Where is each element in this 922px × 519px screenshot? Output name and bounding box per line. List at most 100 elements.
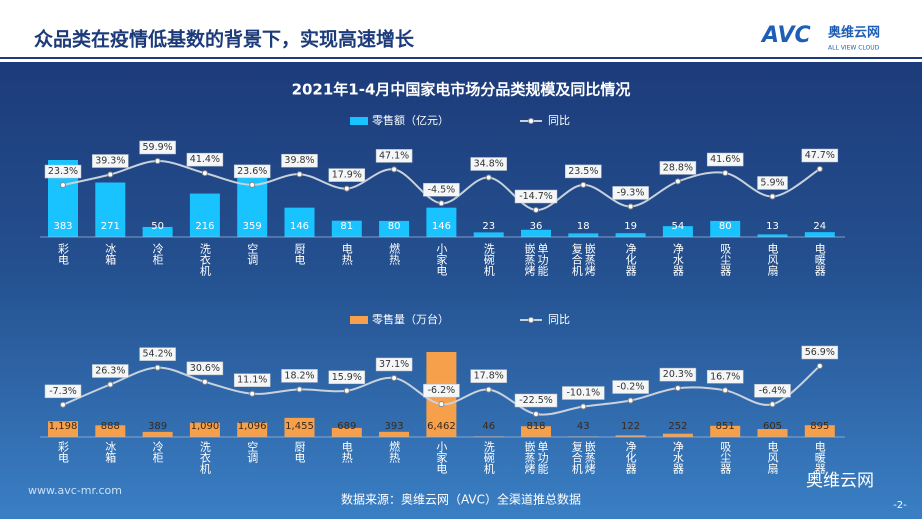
x-tick-label: 单功能嵌蒸烤 (523, 441, 549, 474)
bar-value-label: 393 (385, 421, 404, 432)
legend-label: 同比 (548, 114, 570, 127)
yoy-label: 39.3% (95, 156, 125, 167)
yoy-label-box (562, 386, 605, 400)
yoy-label-box (801, 345, 839, 360)
yoy-label-box (423, 383, 460, 398)
bar-value-label: 252 (668, 421, 687, 432)
bar (615, 233, 646, 237)
yoy-label-box (612, 380, 649, 394)
bar (379, 431, 410, 437)
yoy-label: 56.9% (805, 347, 835, 358)
bar-value-label: 81 (340, 221, 353, 232)
bar (662, 226, 693, 237)
x-tick-label: 单功能嵌蒸烤 (523, 243, 549, 276)
x-tick-label: 电风扇 (766, 243, 779, 276)
yoy-marker (107, 381, 114, 388)
yoy-marker (391, 374, 398, 381)
yoy-label-box (186, 152, 224, 167)
chart-panel (0, 62, 922, 519)
yoy-label: 34.8% (474, 158, 504, 169)
bar (379, 220, 410, 237)
x-tick-label: 彩电 (56, 441, 70, 463)
bar-value-label: 888 (101, 421, 120, 432)
yoy-marker (296, 171, 303, 178)
yoy-label-box (706, 152, 744, 167)
bar-value-label: 122 (621, 421, 640, 432)
x-tick-label: 电热 (340, 441, 354, 463)
legend-marker (528, 317, 534, 323)
bar (189, 193, 220, 237)
yoy-label: -10.1% (566, 388, 600, 399)
bar-value-label: 1,455 (285, 421, 314, 432)
yoy-label-box (754, 384, 791, 398)
bar-value-label: 80 (388, 221, 401, 232)
yoy-label-box (281, 369, 318, 383)
legend-label: 同比 (548, 313, 570, 326)
x-tick-label: 净水器 (671, 243, 685, 276)
bar (662, 433, 693, 437)
x-tick-label: 燃热 (387, 441, 401, 463)
x-tick-label: 空调 (245, 243, 259, 265)
bar (142, 431, 173, 437)
bar-value-label: 689 (337, 421, 356, 432)
yoy-label: 30.6% (190, 363, 220, 374)
bar (189, 422, 220, 437)
yoy-label-box (328, 370, 366, 385)
x-tick-label: 洗衣机 (198, 243, 212, 276)
yoy-marker (816, 363, 823, 369)
bar (48, 421, 78, 437)
bar (757, 234, 788, 237)
yoy-marker (201, 378, 208, 385)
yoy-label: -7.3% (49, 386, 77, 397)
yoy-marker (722, 387, 729, 394)
wechat-mark: 奥维云网 (806, 471, 874, 491)
yoy-label: 41.6% (710, 154, 740, 165)
yoy-marker (485, 386, 492, 393)
yoy-label: -4.5% (428, 184, 456, 195)
yoy-label: 59.9% (143, 142, 173, 153)
yoy-label: 47.7% (805, 150, 835, 161)
yoy-marker (249, 390, 256, 397)
yoy-marker (107, 171, 114, 178)
bar (804, 425, 835, 437)
yoy-marker (60, 182, 66, 189)
bar-value-label: 818 (526, 421, 545, 432)
yoy-label: 17.9% (332, 170, 362, 181)
bar (95, 425, 126, 437)
bar (284, 417, 315, 437)
x-tick-label: 净水器 (671, 441, 685, 474)
bar (426, 207, 457, 237)
yoy-label: -0.2% (617, 382, 645, 393)
bar-value-label: 24 (813, 221, 826, 232)
x-tick-label: 吸尘器 (718, 243, 732, 276)
yoy-label: 15.9% (332, 372, 362, 383)
yoy-label-box (565, 164, 602, 179)
yoy-label: 41.4% (190, 154, 220, 165)
yoy-label-box (44, 164, 82, 179)
bar-value-label: 36 (530, 221, 543, 232)
yoy-label-box (514, 393, 558, 408)
bar-value-label: 1,090 (191, 421, 220, 432)
x-tick-label: 电暖器 (813, 243, 827, 276)
yoy-label: 11.1% (237, 375, 267, 386)
x-tick-label: 吸尘器 (718, 441, 732, 474)
bar (568, 233, 599, 237)
yoy-label-box (233, 164, 271, 179)
yoy-label: 28.8% (663, 162, 693, 173)
bar (237, 422, 268, 437)
legend-label: 零售额（亿元） (372, 113, 449, 127)
yoy-marker (438, 401, 445, 408)
yoy-label-box (423, 183, 460, 197)
bar-value-label: 1,096 (238, 421, 267, 432)
yoy-label: 23.5% (568, 166, 598, 177)
yoy-marker (154, 158, 161, 164)
x-tick-label: 空调 (245, 441, 259, 463)
yoy-marker (201, 170, 208, 177)
bar (521, 426, 551, 437)
yoy-label: 17.8% (474, 371, 504, 382)
legend-swatch (350, 316, 368, 324)
yoy-label: 54.2% (143, 349, 173, 360)
bar (331, 427, 362, 437)
yoy-label: 26.3% (95, 365, 125, 376)
